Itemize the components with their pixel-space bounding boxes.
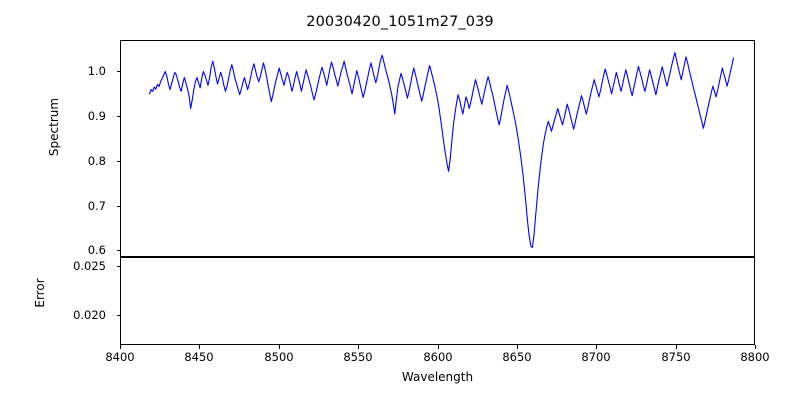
xtick-label-8550: 8550 bbox=[343, 350, 373, 364]
xtick-mark-8650 bbox=[517, 345, 519, 349]
xtick-mark-8600 bbox=[438, 345, 440, 349]
spectrum-ytick-label-0.7: 0.7 bbox=[87, 199, 106, 213]
spectrum-ytick-label-1.0: 1.0 bbox=[87, 64, 106, 78]
xtick-label-8800: 8800 bbox=[740, 350, 770, 364]
x-axis-label: Wavelength bbox=[401, 370, 474, 384]
error-ytick-mark-0.020 bbox=[116, 315, 120, 317]
xtick-mark-8550 bbox=[358, 345, 360, 349]
xtick-mark-8500 bbox=[279, 345, 281, 349]
spectrum-line-series bbox=[121, 41, 754, 256]
error-y-axis-label: Error bbox=[33, 278, 47, 308]
xtick-mark-8450 bbox=[199, 345, 201, 349]
error-ytick-label-0.020: 0.020 bbox=[73, 308, 106, 322]
xtick-mark-8800 bbox=[755, 345, 757, 349]
xtick-label-8600: 8600 bbox=[423, 350, 453, 364]
error-line-series bbox=[121, 258, 754, 344]
xtick-label-8750: 8750 bbox=[661, 350, 691, 364]
error-plot-panel bbox=[120, 257, 755, 345]
xtick-label-8450: 8450 bbox=[184, 350, 214, 364]
spectrum-ytick-label-0.9: 0.9 bbox=[87, 109, 106, 123]
xtick-mark-8750 bbox=[676, 345, 678, 349]
xtick-label-8700: 8700 bbox=[581, 350, 611, 364]
spectrum-ytick-label-0.6: 0.6 bbox=[87, 243, 106, 257]
spectrum-ytick-mark-0.8 bbox=[116, 161, 120, 163]
spectrum-ytick-label-0.8: 0.8 bbox=[87, 154, 106, 168]
xtick-mark-8400 bbox=[120, 345, 122, 349]
spectrum-ytick-mark-0.6 bbox=[116, 250, 120, 252]
spectrum-ytick-mark-0.9 bbox=[116, 116, 120, 118]
xtick-label-8650: 8650 bbox=[502, 350, 532, 364]
spectrum-ytick-mark-0.7 bbox=[116, 206, 120, 208]
spectrum-ytick-mark-1.0 bbox=[116, 71, 120, 73]
xtick-mark-8700 bbox=[596, 345, 598, 349]
spectrum-y-axis-label: Spectrum bbox=[47, 97, 61, 157]
figure-title: 20030420_1051m27_039 bbox=[306, 14, 494, 30]
error-ytick-mark-0.025 bbox=[116, 266, 120, 268]
xtick-label-8500: 8500 bbox=[264, 350, 294, 364]
spectrum-plot-panel bbox=[120, 40, 755, 257]
error-ytick-label-0.025: 0.025 bbox=[73, 259, 106, 273]
xtick-label-8400: 8400 bbox=[105, 350, 135, 364]
